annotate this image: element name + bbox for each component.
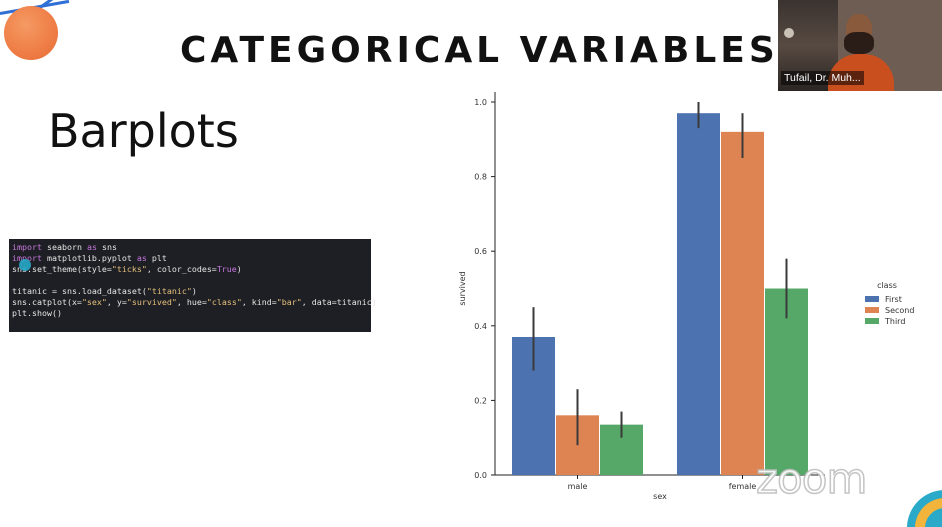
participant-name-label: Tufail, Dr. Muh... — [781, 71, 864, 85]
code-line: sns.catplot(x="sex", y="survived", hue="… — [12, 297, 377, 308]
bar — [677, 113, 720, 475]
legend-swatch — [865, 318, 879, 324]
lamp-icon — [784, 28, 794, 38]
y-tick-label: 1.0 — [474, 98, 487, 107]
x-axis-label: sex — [653, 492, 667, 501]
code-token: plt.show() — [12, 308, 62, 318]
code-token: seaborn — [41, 242, 87, 252]
y-tick-label: 0.0 — [474, 471, 487, 480]
code-line: plt.show() — [12, 308, 368, 319]
code-token: import — [12, 242, 42, 252]
code-token: matplotlib.pyplot — [41, 253, 137, 263]
zoom-watermark: zoom — [755, 453, 868, 504]
code-token: ) — [236, 264, 242, 274]
code-token: import — [12, 253, 42, 263]
code-line: titanic = sns.load_dataset("titanic") — [12, 286, 368, 297]
code-token: "sex" — [81, 297, 107, 307]
y-tick-label: 0.2 — [474, 396, 487, 405]
legend-swatch — [865, 307, 879, 313]
code-token: True — [216, 264, 237, 274]
code-token: "survived" — [126, 297, 177, 307]
legend-title: class — [877, 281, 897, 290]
y-tick-label: 0.4 — [474, 322, 487, 331]
bar-chart: 0.0 0.2 0.4 0.6 0.8 1.0 survived male female sex c… — [458, 92, 914, 501]
code-token: "bar" — [276, 297, 302, 307]
code-snippet: import seaborn as sns import matplotlib.p… — [9, 239, 377, 332]
bar — [721, 131, 764, 475]
mouse-pointer-icon — [19, 259, 31, 271]
code-line: sns.set_theme(style="ticks", color_codes… — [12, 264, 368, 275]
code-token: , hue= — [176, 297, 207, 307]
code-token: as — [86, 242, 97, 252]
decorative-orange-circle — [4, 6, 58, 60]
webcam-video-tile[interactable]: Tufail, Dr. Muh... — [778, 0, 942, 91]
code-token: plt — [146, 253, 167, 263]
y-tick-label: 0.6 — [474, 247, 487, 256]
code-line — [12, 275, 368, 286]
y-tick-label: 0.8 — [474, 173, 487, 182]
slide-heading: Barplots — [48, 104, 239, 158]
code-token: sns — [96, 242, 117, 252]
legend-label: First — [885, 295, 902, 304]
code-token: ) — [191, 286, 197, 296]
code-token: as — [136, 253, 147, 263]
code-token: , kind= — [241, 297, 277, 307]
code-token: sns.catplot(x= — [12, 297, 82, 307]
code-token: , y= — [106, 297, 127, 307]
legend-label: Third — [884, 317, 905, 326]
slide-title: CATEGORICAL VARIABLES — [180, 30, 779, 71]
x-tick-label: female — [729, 482, 757, 491]
code-token: titanic = sns.load_dataset( — [12, 286, 147, 296]
corner-logo-icon — [905, 488, 942, 527]
code-token: , color_codes= — [146, 264, 217, 274]
code-line: import matplotlib.pyplot as plt — [12, 253, 368, 264]
legend-swatch — [865, 296, 879, 302]
code-line: import seaborn as sns — [12, 242, 368, 253]
code-token: "titanic" — [146, 286, 192, 296]
code-token: "ticks" — [111, 264, 147, 274]
participant-beard — [844, 32, 874, 54]
code-token: , data=titanic) — [301, 297, 377, 307]
code-token: sns.set_theme(style= — [12, 264, 112, 274]
bar — [765, 288, 808, 475]
legend-label: Second — [885, 306, 914, 315]
code-token: "class" — [206, 297, 242, 307]
x-tick-label: male — [568, 482, 588, 491]
y-axis-label: survived — [458, 271, 467, 305]
